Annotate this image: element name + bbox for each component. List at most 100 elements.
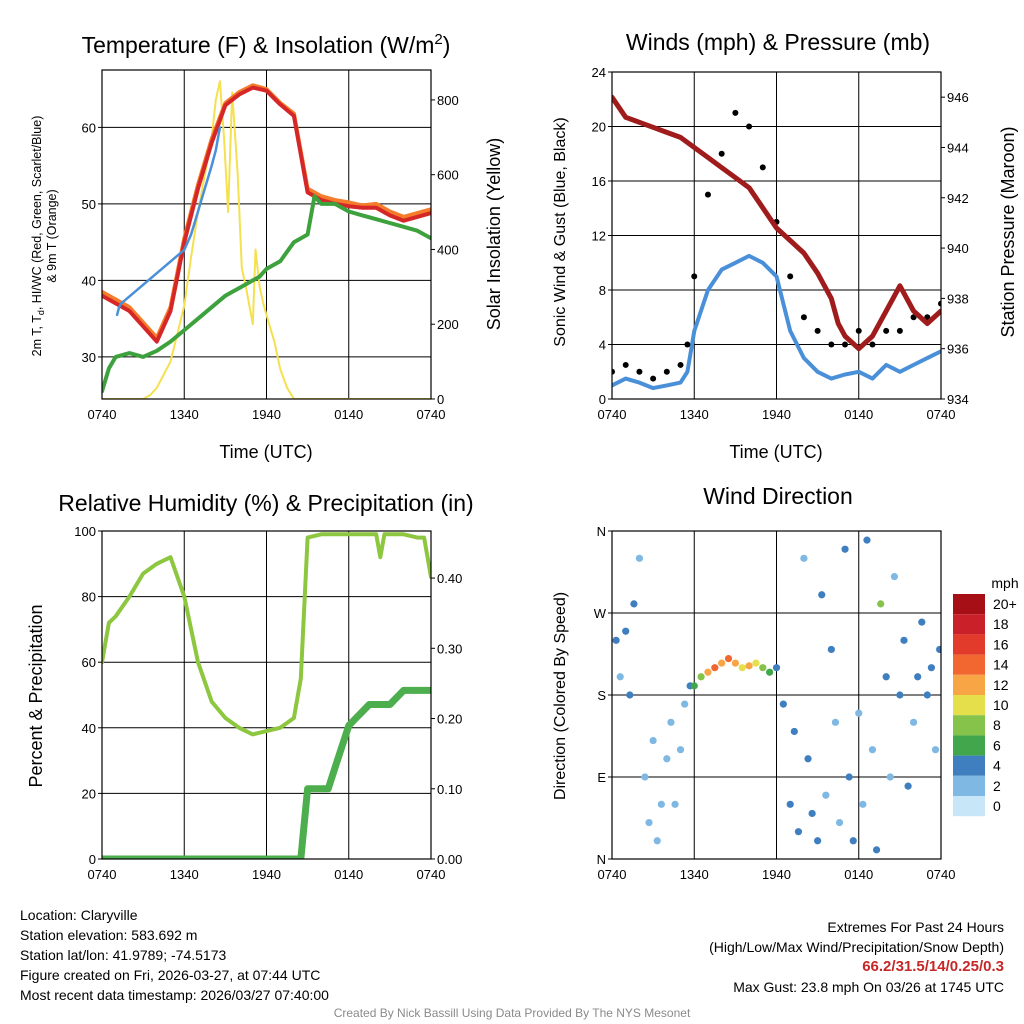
direction-point <box>635 554 644 562</box>
chart-title: Temperature (F) & Insolation (W/m2) <box>82 31 451 58</box>
direction-point <box>645 818 653 827</box>
y2-tick-label: 936 <box>947 342 969 357</box>
x-tick-label: 0740 <box>598 867 627 882</box>
legend-title: mph <box>991 575 1018 591</box>
extremes-subtitle: (High/Low/Max Wind/Precipitation/Snow De… <box>709 939 1004 955</box>
x-tick-label: 0140 <box>334 407 363 422</box>
legend-label: 2 <box>993 778 1001 794</box>
y-tick-label: 0 <box>89 852 96 867</box>
y-tick-label: 20 <box>592 120 606 135</box>
direction-point <box>724 654 733 663</box>
legend-swatch <box>953 654 985 675</box>
gust-point <box>910 314 917 321</box>
direction-point <box>681 700 689 708</box>
y2-axis-title: Solar Insolation (Yellow) <box>484 138 504 330</box>
direction-point <box>622 627 630 635</box>
gust-point <box>691 273 698 280</box>
direction-point <box>849 837 857 845</box>
series-line-2m-t <box>102 85 431 344</box>
y2-tick-label: 400 <box>437 242 459 257</box>
direction-point <box>704 668 712 676</box>
direction-point <box>790 727 798 736</box>
direction-point <box>745 662 753 670</box>
legend-swatch <box>953 775 985 796</box>
direction-point <box>804 755 812 763</box>
legend-label: 6 <box>993 737 1001 753</box>
speed-legend: mph 20+ 18 16 14 12 10 8 6 4 2 0 <box>953 575 1019 817</box>
gust-point <box>855 327 862 334</box>
gust-point <box>787 273 794 280</box>
gust-point <box>684 341 691 348</box>
direction-point <box>931 746 940 754</box>
direction-point <box>779 700 787 708</box>
gust-point <box>842 341 849 348</box>
direction-point <box>663 755 671 763</box>
x-tick-label: 0140 <box>844 407 873 422</box>
x-tick-label: 1940 <box>252 867 281 882</box>
legend-label: 14 <box>993 657 1009 673</box>
series-line-precipitation <box>102 686 431 859</box>
y2-tick-label: 0.10 <box>437 782 462 797</box>
direction-point <box>630 600 638 608</box>
series-line-relative-humidity <box>102 532 431 737</box>
extremes-values: 66.2/31.5/14/0.25/0.3 <box>862 958 1004 975</box>
direction-point <box>822 791 830 799</box>
y-tick-label: N <box>597 524 606 539</box>
direction-point <box>786 800 794 808</box>
humidity-panel: 0740 1340 1940 0140 07400204060801000.000.10… <box>26 490 474 882</box>
series-line-sonic-wind <box>612 253 941 391</box>
legend-swatch <box>953 594 985 615</box>
y-tick-label: S <box>597 688 606 703</box>
y-tick-label: 60 <box>82 655 96 670</box>
x-tick-label: 0740 <box>598 407 627 422</box>
temperature-series <box>102 80 431 399</box>
y2-tick-label: 600 <box>437 168 459 183</box>
plot-border <box>611 71 942 400</box>
direction-point <box>626 691 634 699</box>
direction-point <box>752 659 760 667</box>
direction-point <box>718 659 726 667</box>
direction-point <box>800 554 808 562</box>
direction-point <box>841 545 849 553</box>
y-tick-label: 50 <box>82 197 96 212</box>
direction-point <box>896 691 904 699</box>
direction-point <box>676 746 685 754</box>
gust-point <box>869 341 876 348</box>
gust-point <box>759 164 766 171</box>
y-tick-label: 40 <box>82 273 96 288</box>
y2-tick-label: 800 <box>437 93 459 108</box>
direction-point <box>731 659 739 667</box>
y-axis-title: 2m T, Td, HI/WC (Red, Green, Scarlet/Blu… <box>30 116 46 357</box>
y2-tick-label: 946 <box>947 90 969 105</box>
legend-swatch <box>953 634 985 655</box>
extremes-title: Extremes For Past 24 Hours <box>827 919 1004 935</box>
max-gust: Max Gust: 23.8 mph On 03/26 at 1745 UTC <box>733 979 1004 995</box>
y2-tick-label: 0.40 <box>437 571 462 586</box>
direction-point <box>616 673 624 681</box>
direction-point <box>863 536 871 544</box>
direction-point <box>818 591 826 599</box>
x-tick-label: 1940 <box>252 407 281 422</box>
gust-point <box>663 368 670 375</box>
plot-border <box>611 530 942 860</box>
direction-point <box>855 709 863 717</box>
legend-label: 20+ <box>993 596 1017 612</box>
direction-point <box>808 809 816 818</box>
y-tick-label: 8 <box>599 283 606 298</box>
y-tick-label: W <box>594 606 607 621</box>
x-tick-label: 0140 <box>844 867 873 882</box>
direction-point <box>649 736 657 745</box>
legend-swatch <box>953 715 985 736</box>
direction-point <box>738 664 746 672</box>
direction-point <box>697 673 705 681</box>
gust-point <box>612 368 615 375</box>
series-line-hi-wc <box>115 126 222 317</box>
y-tick-label: E <box>597 770 606 785</box>
y2-tick-label: 0.20 <box>437 712 462 727</box>
x-tick-label: 0740 <box>88 407 117 422</box>
winds-panel: 0740 1340 1940 0140 074004812162024934936938… <box>552 29 1018 462</box>
series-line-solar-insolation <box>102 80 431 399</box>
legend-label: 12 <box>993 677 1009 693</box>
legend-label: 18 <box>993 616 1009 632</box>
